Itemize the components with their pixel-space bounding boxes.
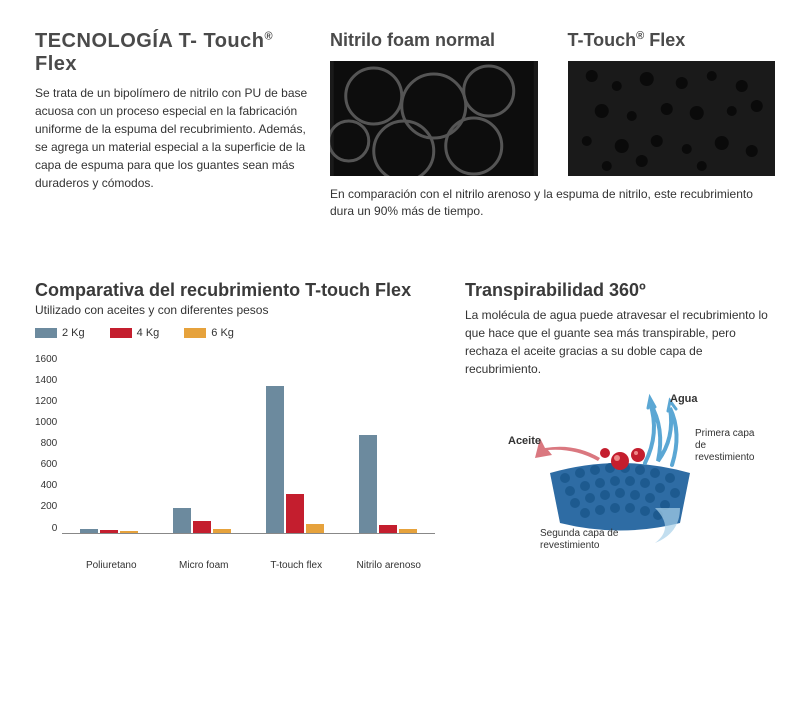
chart-plot [62,354,435,534]
bar [80,529,98,532]
bar [266,386,284,532]
foam-flex-image [568,61,776,176]
bar [100,530,118,532]
bar-group [353,435,423,533]
label-agua: Agua [670,393,698,405]
bar-group [74,529,144,532]
label-segunda: Segunda capa de revestimiento [540,528,630,552]
bar [379,525,397,533]
label-primera: Primera capa de revestimiento [695,428,765,464]
bar [213,529,231,533]
x-label: T-touch flex [261,560,331,571]
foam-normal-image [330,61,538,176]
legend-item: 2 Kg [35,327,85,339]
x-label: Nitrilo arenoso [354,560,424,571]
chart-title: Comparativa del recubrimiento T-touch Fl… [35,280,435,301]
breath-diagram: Aceite Agua Primera capa de revestimient… [480,393,760,553]
bar [306,524,324,533]
label-aceite: Aceite [508,435,541,447]
tech-body: Se trata de un bipolímero de nitrilo con… [35,84,315,192]
chart-subtitle: Utilizado con aceites y con diferentes p… [35,303,435,317]
bar [173,508,191,533]
chart-y-axis: 16001400120010008006004002000 [35,354,62,534]
bar [286,494,304,532]
foam-compare-text: En comparación con el nitrilo arenoso y … [330,186,775,220]
bar [399,529,417,532]
chart-x-labels: Poliuretano Micro foam T-touch flex Nitrilo… [65,560,435,571]
foam-flex-title: T-Touch® Flex [568,30,776,51]
bar-group [260,386,330,532]
chart-legend: 2 Kg 4 Kg 6 Kg [35,327,435,339]
foam-normal-title: Nitrilo foam normal [330,30,538,51]
breath-desc: La molécula de agua puede atravesar el r… [465,306,775,378]
tech-title: TECNOLOGÍA T- Touch® Flex [35,30,315,76]
legend-item: 6 Kg [184,327,234,339]
bar [193,521,211,532]
x-label: Micro foam [169,560,239,571]
bar [359,435,377,533]
legend-item: 4 Kg [110,327,160,339]
breath-title: Transpirabilidad 360º [465,280,775,301]
bar-group [167,508,237,533]
x-label: Poliuretano [76,560,146,571]
bar [120,531,138,533]
